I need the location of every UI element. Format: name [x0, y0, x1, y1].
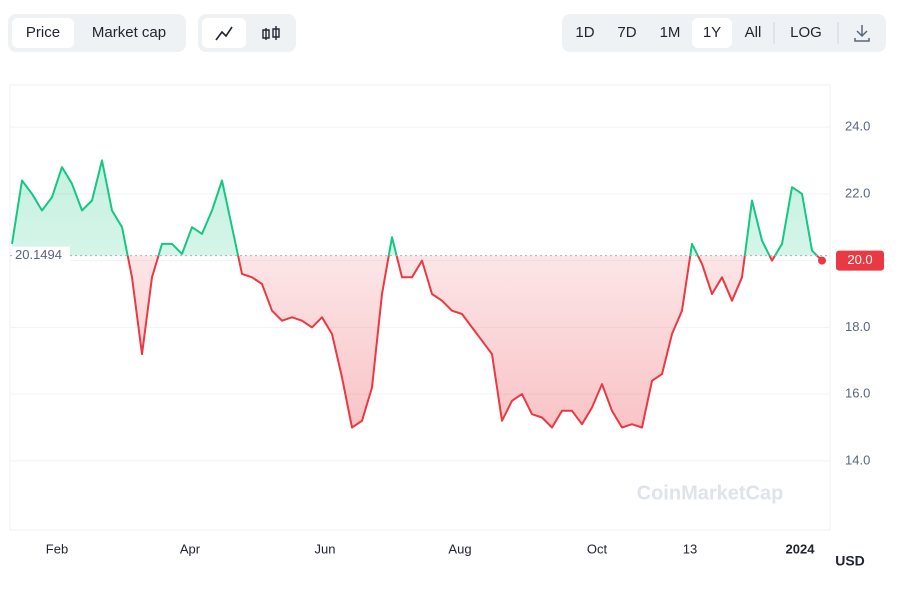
- x-tick-label: Feb: [46, 541, 68, 556]
- y-tick-label: 16.0: [845, 386, 870, 401]
- price-button[interactable]: Price: [26, 24, 60, 41]
- range-button[interactable]: All: [745, 24, 762, 41]
- x-tick-label: Aug: [448, 541, 471, 556]
- view-toggle: Price Market cap: [8, 14, 186, 52]
- x-tick-label: Oct: [587, 541, 608, 556]
- chart-type-toggle: [198, 14, 296, 52]
- log-button[interactable]: LOG: [790, 24, 822, 41]
- range-button[interactable]: 7D: [617, 24, 636, 41]
- price-line-down: [126, 255, 823, 429]
- x-tick-label: Jun: [315, 541, 336, 556]
- current-label-bg: [836, 250, 884, 271]
- currency: USD: [835, 553, 865, 569]
- x-tick-label: Apr: [180, 541, 201, 556]
- baseline-label: 20.1494: [15, 247, 62, 262]
- candle-button[interactable]: [262, 26, 280, 40]
- line-icon: [215, 26, 233, 41]
- range-button[interactable]: 1D: [575, 24, 594, 41]
- x-tick-label: 2024: [786, 541, 816, 556]
- plot-frame: [9, 84, 831, 531]
- selected-bg: [12, 18, 74, 48]
- watermark: CoinMarketCap: [637, 482, 784, 504]
- current-label: 20.0: [847, 252, 872, 267]
- y-tick-label: 24.0: [845, 119, 870, 134]
- y-tick-label: 18.0: [845, 319, 870, 334]
- x-tick-label: 13: [683, 541, 697, 556]
- market-cap-button[interactable]: Market cap: [92, 24, 166, 41]
- baseline-label-bg: [12, 246, 70, 265]
- selected-bg: [692, 18, 732, 48]
- range-button[interactable]: 1M: [660, 24, 681, 41]
- range-button[interactable]: 1Y: [703, 24, 721, 41]
- area-down: [12, 255, 822, 428]
- range-toggle: 1D 7D 1M 1Y All LOG: [562, 14, 886, 52]
- y-tick-label: 22.0: [845, 185, 870, 200]
- y-tick-label: 14.0: [845, 452, 870, 467]
- download-button[interactable]: [854, 25, 870, 42]
- area-up: [12, 160, 818, 256]
- current-dot: [818, 256, 826, 265]
